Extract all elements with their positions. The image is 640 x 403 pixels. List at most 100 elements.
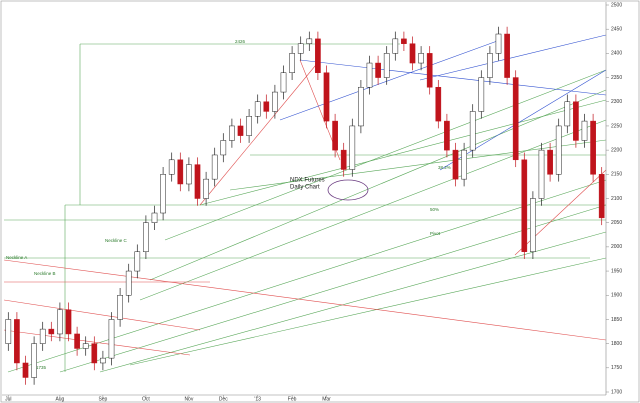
candle-body (82, 343, 89, 349)
trend-line (149, 89, 607, 281)
trend-line (279, 39, 501, 121)
candle-body (186, 164, 192, 185)
x-tick-label: Feb (288, 396, 297, 402)
x-tick-label: Oct (142, 396, 150, 402)
annotation: Neckline C (105, 238, 128, 243)
trend-lines (3, 34, 607, 373)
candle-body (74, 333, 80, 349)
candle-body (418, 53, 424, 64)
annotation: 50% (430, 207, 439, 212)
annotation: Neckline B (34, 271, 56, 276)
candle-body (349, 125, 356, 170)
y-tick-label: 2150 (611, 172, 622, 178)
annotation: Neckline A (6, 255, 27, 260)
candle-body (555, 125, 562, 175)
candle-body (512, 77, 519, 161)
candle-body (315, 38, 321, 73)
candle-body (125, 270, 132, 296)
x-tick-label: Sep (98, 396, 107, 402)
candle-body (478, 77, 485, 112)
candle-body (469, 111, 476, 151)
candle-body (521, 159, 528, 252)
candle-body (237, 125, 244, 136)
trend-line (99, 231, 607, 373)
annotation: NDX Futures (290, 178, 325, 184)
candle-body (538, 149, 545, 199)
y-tick-label: 2300 (611, 99, 622, 105)
trend-line (199, 99, 607, 206)
candle-body (246, 116, 252, 136)
trend-line (439, 69, 607, 171)
candle-body (134, 251, 141, 272)
x-tick-label: Nov (184, 396, 193, 402)
y-tick-label: 2450 (611, 27, 622, 33)
candle-body (22, 362, 29, 378)
candle-body (340, 149, 347, 170)
candle-body (366, 62, 373, 88)
candle-body (504, 33, 510, 78)
candle-body (306, 38, 313, 44)
annotation: 2426 (235, 39, 246, 44)
trend-line (7, 179, 607, 373)
candle-body (375, 62, 381, 78)
x-tick-label: Mar (322, 396, 331, 402)
annotation: Daily Chart (290, 185, 320, 191)
y-tick-label: 1800 (611, 341, 622, 347)
y-tick-label: 1750 (611, 365, 622, 371)
candle-body (289, 53, 295, 73)
x-tick-label: Dec (219, 396, 228, 402)
candle-body (5, 319, 12, 344)
candle-body (435, 86, 442, 122)
y-tick-label: 2050 (611, 220, 622, 226)
candle-body (590, 120, 596, 175)
candle-body (91, 343, 98, 364)
candle-body (254, 101, 261, 117)
annotation: Pivot (430, 231, 441, 236)
candle-body (272, 91, 278, 112)
logo (327, 179, 369, 201)
candle-body (564, 101, 571, 127)
x-tick-label: Jul (5, 396, 11, 402)
candle-body (487, 53, 493, 78)
candle-body (143, 222, 149, 252)
trend-line (229, 139, 607, 191)
y-tick-label: 1900 (611, 293, 622, 299)
y-tick-label: 2500 (611, 2, 622, 8)
y-tick-label: 1850 (611, 317, 622, 323)
y-tick-label: 2400 (611, 51, 622, 57)
trend-line (199, 59, 321, 206)
candle-body (211, 154, 218, 180)
candle-body (39, 328, 46, 344)
candle-body (168, 159, 175, 175)
trend-line (139, 119, 607, 301)
candle-body (280, 72, 287, 93)
y-tick-label: 2350 (611, 75, 622, 81)
candle-body (581, 120, 588, 141)
trend-line (59, 204, 607, 373)
candle-body (530, 198, 536, 252)
y-tick-label: 2100 (611, 196, 622, 202)
candle-body (57, 309, 63, 335)
candle-body (332, 120, 338, 151)
y-tick-label: 1700 (611, 389, 622, 395)
candle-body (392, 38, 399, 54)
candle-body (547, 149, 553, 175)
candle-body (495, 33, 502, 54)
candle-body (598, 174, 605, 219)
candle-body (229, 125, 235, 141)
candle-body (358, 86, 364, 127)
candle-body (444, 120, 450, 151)
candle-body (177, 159, 184, 185)
candle-body (452, 149, 459, 180)
candle-body (409, 43, 416, 64)
candle-body (220, 140, 227, 156)
x-tick-label: Aug (55, 396, 64, 402)
candle-body (194, 164, 201, 199)
candle-body (203, 178, 209, 199)
y-tick-label: 2000 (611, 244, 622, 250)
candle-body (297, 43, 304, 54)
candle-body (31, 343, 37, 378)
trend-line (129, 257, 607, 366)
